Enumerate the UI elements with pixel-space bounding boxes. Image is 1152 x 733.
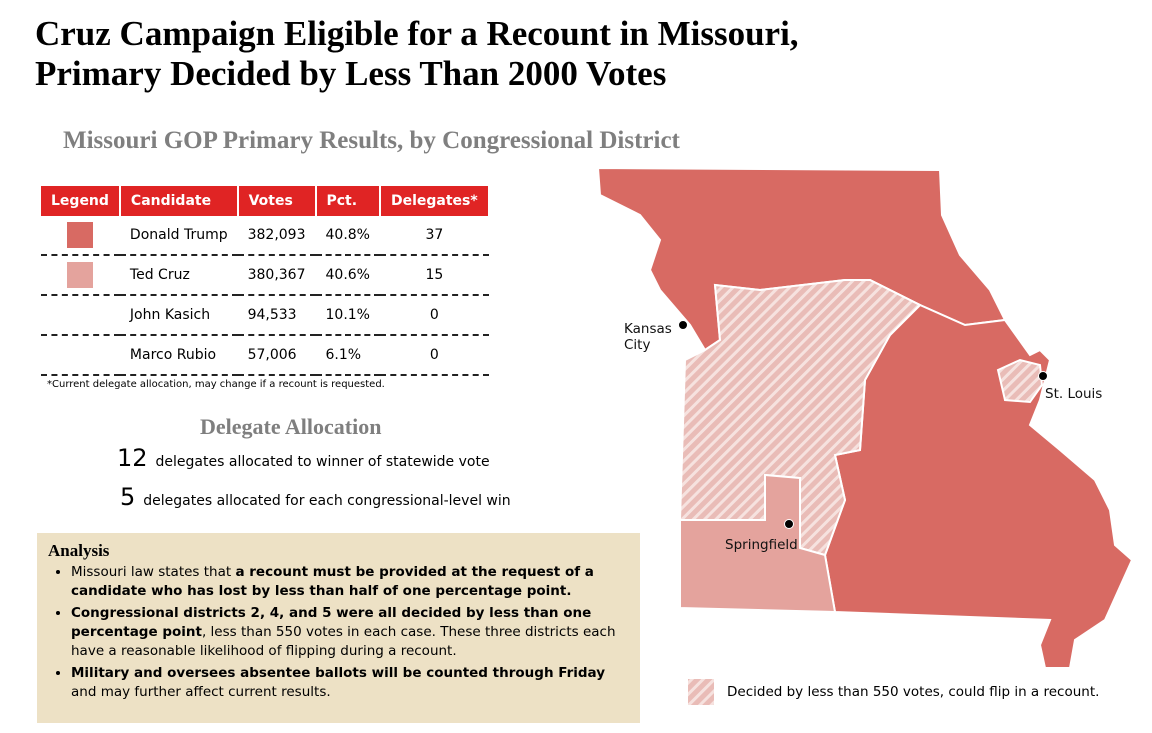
analysis-list: Missouri law states that a recount must … — [37, 563, 626, 702]
table-cell: 15 — [379, 255, 489, 296]
legend-cell — [41, 335, 120, 376]
bullet-text: a recount must be provided at the reques… — [71, 564, 594, 599]
table-cell: 382,093 — [237, 216, 316, 256]
table-cell: 0 — [379, 295, 489, 336]
table-cell: 94,533 — [237, 295, 316, 336]
table-row: John Kasich 94,533 10.1% 0 — [41, 295, 489, 336]
table-cell: Donald Trump — [119, 216, 238, 256]
allocation-text: delegates allocated to winner of statewi… — [155, 454, 490, 470]
analysis-box: Analysis Missouri law states that a reco… — [37, 533, 640, 723]
allocation-item: 12 delegates allocated to winner of state… — [117, 444, 490, 472]
allocation-number: 12 — [117, 444, 148, 472]
title-line: Cruz Campaign Eligible for a Recount in … — [35, 14, 799, 53]
column-header: Pct. — [315, 186, 381, 216]
allocation-text: delegates allocated for each congression… — [143, 493, 511, 509]
column-header: Delegates* — [379, 186, 490, 216]
legend-cell — [41, 255, 120, 296]
district-hatched — [996, 358, 1044, 404]
analysis-title: Analysis — [48, 541, 110, 560]
analysis-bullet: Congressional districts 2, 4, and 5 were… — [71, 604, 626, 661]
table-row: Ted Cruz 380,367 40.6% 15 — [41, 255, 489, 296]
bullet-text: Congressional districts 2, 4, and 5 were… — [71, 605, 592, 640]
column-header: Legend — [41, 186, 121, 216]
bullet-text: and may further affect current results. — [71, 684, 331, 700]
bullet-text: Military and oversees absentee ballots w… — [71, 665, 606, 681]
table-cell: 57,006 — [237, 335, 316, 376]
table-row: Donald Trump 382,093 40.8% 37 — [41, 216, 489, 256]
results-table: Legend Candidate Votes Pct. Delegates* Donal… — [41, 186, 490, 376]
column-header: Votes — [237, 186, 317, 216]
subtitle: Missouri GOP Primary Results, by Congres… — [63, 127, 680, 154]
column-header: Candidate — [119, 186, 239, 216]
table-cell: 380,367 — [237, 255, 316, 296]
table-row: Marco Rubio 57,006 6.1% 0 — [41, 335, 489, 376]
city-label: St. Louis — [1045, 386, 1103, 402]
city-dot — [784, 519, 794, 529]
title: Cruz Campaign Eligible for a Recount in … — [35, 14, 799, 94]
table-cell: 10.1% — [315, 295, 380, 336]
table-cell: 40.6% — [315, 255, 380, 296]
allocation-title: Delegate Allocation — [200, 414, 382, 439]
map-legend: Decided by less than 550 votes, could fl… — [727, 684, 1100, 700]
analysis-bullet: Missouri law states that a recount must … — [71, 563, 626, 601]
table-cell: John Kasich — [119, 295, 238, 336]
district — [679, 473, 837, 614]
footnote: *Current delegate allocation, may change… — [47, 379, 385, 390]
legend-cell — [41, 295, 120, 336]
bullet-text: Missouri law states that — [71, 564, 236, 580]
legend-swatch — [67, 222, 94, 248]
allocation-item: 5 delegates allocated for each congressio… — [120, 483, 511, 511]
city-label: Kansas City — [624, 321, 672, 353]
table-cell: 6.1% — [315, 335, 380, 376]
legend-cell — [41, 216, 120, 256]
analysis-bullet: Military and oversees absentee ballots w… — [71, 664, 626, 702]
table-header: Legend Candidate Votes Pct. Delegates* — [41, 186, 490, 216]
legend-swatch — [688, 679, 714, 705]
table-cell: 40.8% — [315, 216, 380, 256]
legend-swatch — [67, 262, 94, 288]
table-cell: Marco Rubio — [119, 335, 238, 376]
allocation-number: 5 — [120, 483, 136, 511]
city-dot — [678, 320, 688, 330]
table-cell: 0 — [379, 335, 489, 376]
table-cell: Ted Cruz — [119, 255, 238, 296]
city-label: Springfield — [725, 537, 798, 553]
district-hatched — [678, 279, 922, 557]
city-dot — [1038, 371, 1048, 381]
table-cell: 37 — [379, 216, 489, 256]
title-line: Primary Decided by Less Than 2000 Votes — [35, 54, 667, 93]
bullet-text: , less than 550 votes in each case. Thes… — [71, 624, 616, 659]
